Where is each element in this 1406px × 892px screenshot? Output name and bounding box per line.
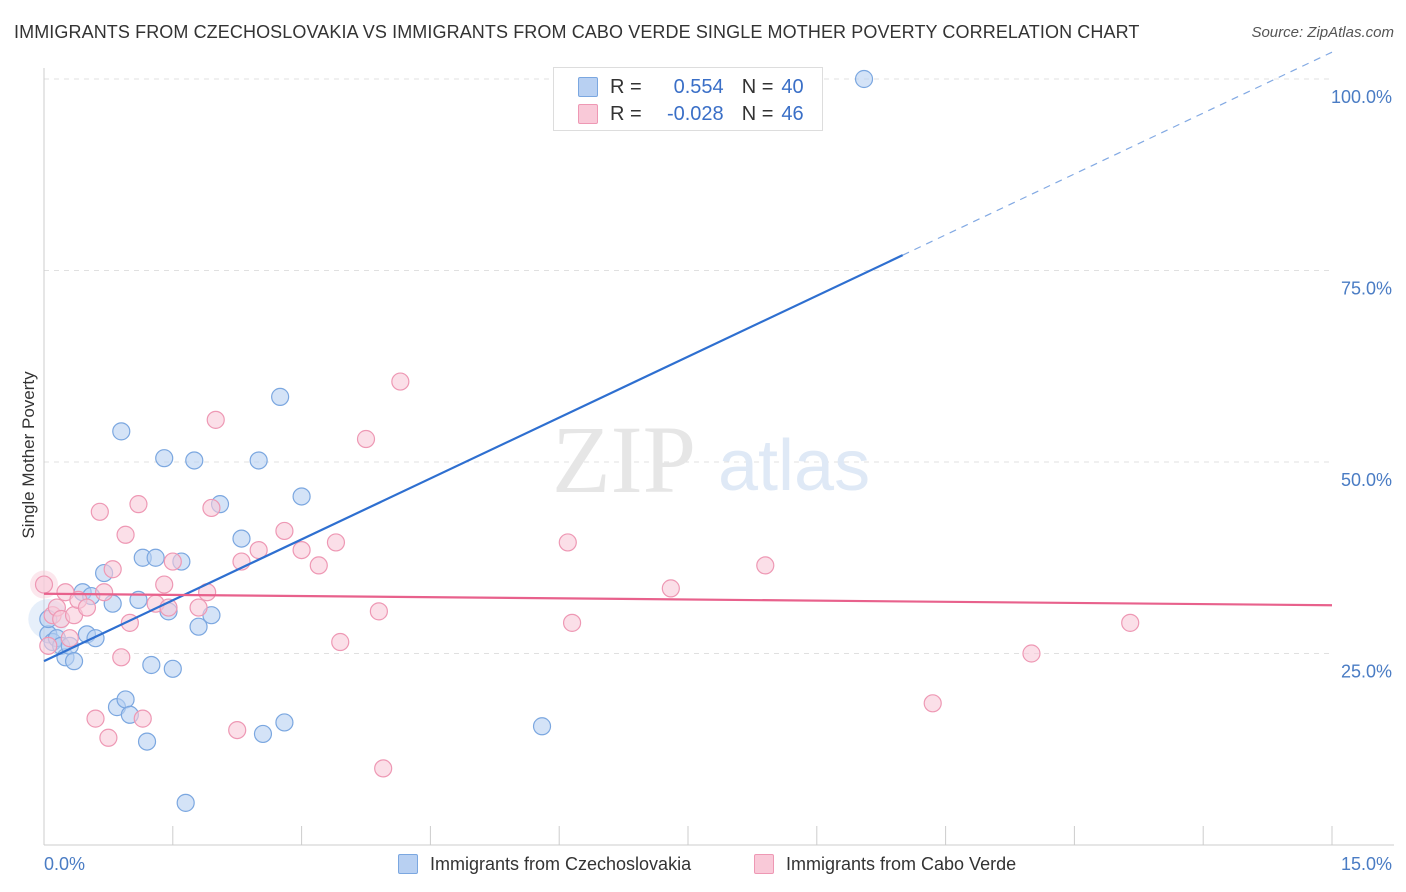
point-cabo-verde [391, 372, 410, 391]
watermark-atlas: atlas [718, 426, 870, 506]
y-tick-label: 25.0% [1341, 662, 1392, 682]
point-czechoslovakia [185, 451, 204, 470]
point-czechoslovakia [176, 793, 195, 812]
axes [43, 68, 1394, 846]
point-cabo-verde [206, 410, 225, 429]
point-cabo-verde [163, 552, 182, 571]
point-czechoslovakia [112, 422, 131, 441]
n-value: 40 [781, 75, 804, 98]
point-cabo-verde [202, 498, 221, 518]
point-cabo-verde [189, 598, 208, 617]
pink-swatch [578, 104, 598, 124]
point-cabo-verde [923, 694, 942, 713]
point-cabo-verde [309, 556, 328, 575]
point-czechoslovakia [854, 69, 874, 89]
point-cabo-verde [1121, 613, 1140, 632]
y-axis-title: Single Mother Poverty [19, 371, 38, 539]
y-tick-label: 50.0% [1341, 470, 1392, 490]
blue-swatch [578, 77, 598, 97]
point-czechoslovakia [86, 629, 105, 648]
bottom-legend-czechoslovakia: Immigrants from Czechoslovakia [398, 852, 691, 876]
point-cabo-verde [39, 636, 58, 655]
source-label: Source: ZipAtlas.com [1251, 24, 1394, 41]
point-cabo-verde [356, 429, 376, 449]
point-cabo-verde [34, 575, 54, 594]
point-cabo-verde [99, 728, 118, 747]
y-tick-label: 75.0% [1341, 279, 1392, 299]
point-czechoslovakia [137, 732, 157, 751]
point-czechoslovakia [292, 487, 311, 506]
r-label: R = [610, 102, 642, 125]
point-cabo-verde [292, 540, 311, 560]
point-cabo-verde [661, 579, 680, 598]
data-points [28, 69, 1140, 812]
point-czechoslovakia [271, 387, 290, 406]
watermark-zip: ZIP [552, 406, 696, 513]
point-czechoslovakia [142, 655, 161, 675]
point-cabo-verde [558, 533, 577, 552]
point-cabo-verde [133, 709, 152, 728]
point-czechoslovakia [189, 617, 208, 636]
trend-line-czechoslovakia [43, 254, 904, 663]
point-cabo-verde [103, 560, 122, 579]
legend-label: Immigrants from Cabo Verde [786, 853, 1017, 874]
n-label: N = [741, 75, 774, 98]
point-cabo-verde [275, 521, 294, 541]
point-czechoslovakia [253, 724, 273, 744]
point-cabo-verde [228, 720, 247, 740]
point-cabo-verde [60, 629, 79, 648]
r-value: -0.028 [666, 102, 724, 125]
point-cabo-verde [374, 759, 393, 778]
point-czechoslovakia [146, 548, 165, 567]
point-cabo-verde [562, 613, 582, 632]
point-cabo-verde [86, 709, 105, 728]
point-czechoslovakia [64, 652, 84, 671]
trend-lines [43, 51, 1333, 663]
point-cabo-verde [90, 502, 109, 521]
point-cabo-verde [95, 583, 114, 602]
point-czechoslovakia [275, 713, 294, 732]
bottom-legend-cabo-verde: Immigrants from Cabo Verde [754, 852, 1016, 876]
point-cabo-verde [369, 602, 388, 621]
point-cabo-verde [756, 556, 775, 575]
r-value: 0.554 [673, 75, 724, 98]
x-tick-label: 15.0% [1341, 854, 1392, 874]
n-label: N = [741, 102, 774, 125]
point-czechoslovakia [155, 449, 174, 468]
point-cabo-verde [112, 648, 131, 667]
point-cabo-verde [129, 495, 148, 514]
watermark: ZIP atlas [552, 406, 870, 513]
blue-swatch [398, 854, 418, 874]
tick-labels: 25.0% 50.0% 75.0% 100.0% 0.0% 15.0% [44, 87, 1392, 874]
point-cabo-verde [326, 533, 346, 552]
point-cabo-verde [155, 575, 174, 594]
trend-line-czechoslovakia-extension [902, 51, 1333, 256]
point-cabo-verde [116, 525, 135, 544]
pink-swatch [754, 854, 774, 874]
point-cabo-verde [77, 598, 97, 617]
x-tick-label: 0.0% [44, 854, 85, 874]
point-czechoslovakia [232, 529, 251, 548]
legend-row-czechoslovakia: R = 0.554 N = 40 [578, 74, 804, 100]
legend-label: Immigrants from Czechoslovakia [430, 853, 692, 874]
legend-row-cabo-verde: R = -0.028 N = 46 [578, 101, 804, 127]
chart-title: IMMIGRANTS FROM CZECHOSLOVAKIA VS IMMIGR… [14, 22, 1140, 42]
point-cabo-verde [1022, 644, 1041, 663]
point-czechoslovakia [249, 451, 268, 470]
point-cabo-verde [331, 632, 350, 652]
point-czechoslovakia [116, 690, 135, 709]
y-tick-label: 100.0% [1331, 87, 1392, 107]
point-czechoslovakia [163, 659, 182, 678]
trend-line-cabo-verde [43, 592, 1333, 607]
n-value: 46 [781, 102, 804, 125]
correlation-legend: R = 0.554 N = 40 R = -0.028 N = 46 [553, 67, 823, 131]
point-czechoslovakia [532, 717, 552, 736]
r-label: R = [610, 75, 642, 98]
